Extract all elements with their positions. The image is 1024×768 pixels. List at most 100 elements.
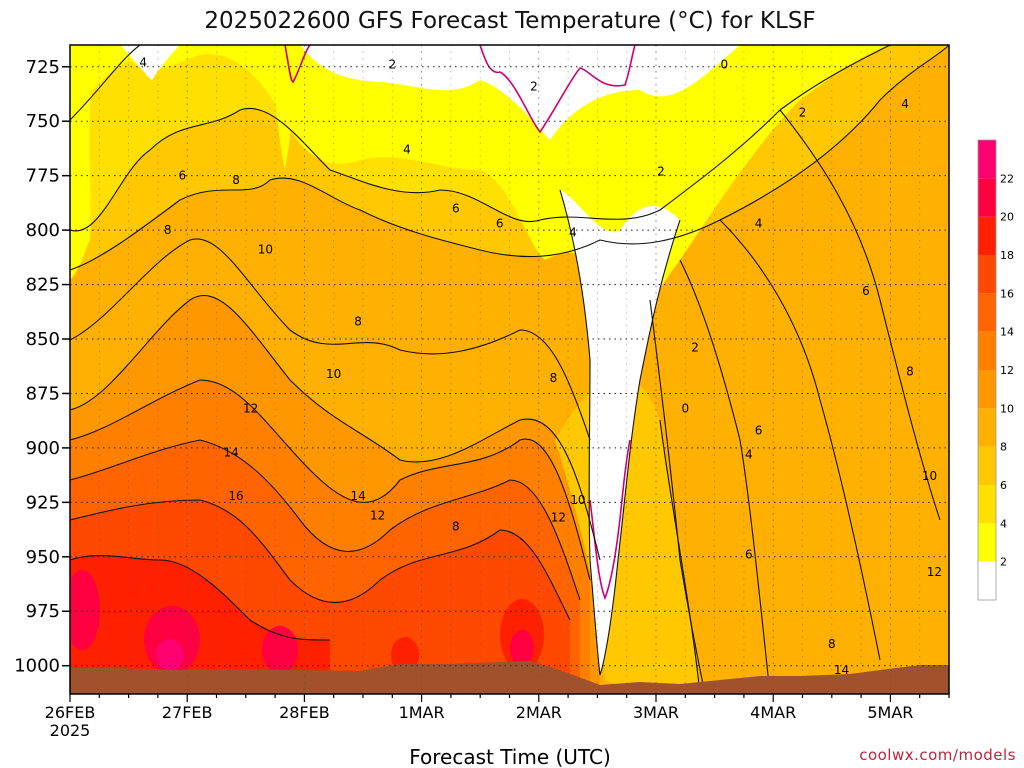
colorbar-swatch xyxy=(978,370,996,409)
x-tick-label: 26FEB xyxy=(45,703,96,722)
colorbar-label: 20 xyxy=(1000,211,1014,224)
isotherm-line xyxy=(719,219,881,661)
colorbar-label: 12 xyxy=(1000,364,1014,377)
zero-contour-top xyxy=(479,45,636,134)
isotherm-line xyxy=(659,419,701,694)
contour-label: 8 xyxy=(906,365,914,379)
contour-label: 6 xyxy=(745,548,753,562)
colorbar-swatch xyxy=(978,140,996,179)
contour-label: 4 xyxy=(901,97,909,111)
colorbar-label: 22 xyxy=(1000,172,1014,185)
contour-label: 4 xyxy=(569,225,577,239)
contour-label: 10 xyxy=(570,493,585,507)
colorbar-label: 4 xyxy=(1000,517,1007,530)
contour-label: 0 xyxy=(681,402,689,416)
hotspot-26feb xyxy=(70,570,100,650)
y-tick-label: 975 xyxy=(26,601,60,622)
contour-label: 2 xyxy=(530,79,538,93)
y-tick-label: 775 xyxy=(26,166,60,187)
contour-label: 4 xyxy=(755,217,763,231)
y-tick-label: 750 xyxy=(26,111,60,132)
zero-contour-trough xyxy=(589,439,631,601)
colorbar-label: 10 xyxy=(1000,402,1014,415)
contour-label: 2 xyxy=(657,164,665,178)
isotherm-line xyxy=(649,299,706,694)
contour-label: 8 xyxy=(828,637,836,651)
isotherm-line xyxy=(70,379,591,581)
hotspot-27feb-core xyxy=(156,639,184,671)
colorbar-swatch xyxy=(978,255,996,294)
colorbar-label: 8 xyxy=(1000,441,1007,454)
x-tick-label: 28FEB xyxy=(279,703,330,722)
contour-label: 12 xyxy=(243,402,258,416)
colorbar-swatch xyxy=(978,446,996,485)
isotherm-line xyxy=(679,259,771,694)
contour-label: 2 xyxy=(799,106,807,120)
contour-label: 12 xyxy=(551,511,566,525)
contour-label: 8 xyxy=(550,371,558,385)
colorbar-swatch xyxy=(978,523,996,562)
contour-label: 0 xyxy=(721,58,729,72)
y-tick-label: 725 xyxy=(26,57,60,78)
contour-label: 10 xyxy=(258,243,273,257)
colorbar-swatch xyxy=(978,293,996,332)
x-tick-label: 27FEB xyxy=(162,703,213,722)
isotherm-line xyxy=(70,555,331,641)
contour-label: 4 xyxy=(745,447,753,461)
contour-label: 4 xyxy=(403,143,411,157)
isotherm-line xyxy=(70,499,571,621)
contour-label: 8 xyxy=(232,173,240,187)
colorbar-label: 18 xyxy=(1000,249,1014,262)
source-credit: coolwx.com/models xyxy=(859,746,1016,764)
band-2-4-upper xyxy=(70,45,890,360)
contour-label: 6 xyxy=(452,201,460,215)
contour-label: 14 xyxy=(224,445,239,459)
y-tick-label: 825 xyxy=(26,275,60,296)
isotherm-line xyxy=(70,45,891,232)
contour-label: 8 xyxy=(164,223,172,237)
x-axis-title: Forecast Time (UTC) xyxy=(409,745,611,768)
x-tick-label: 2MAR xyxy=(516,703,562,722)
contour-label: 6 xyxy=(496,217,504,231)
contour-label: 8 xyxy=(354,315,362,329)
contour-label: 14 xyxy=(834,663,849,677)
y-tick-label: 950 xyxy=(26,547,60,568)
colorbar-label: 16 xyxy=(1000,287,1014,300)
y-tick-label: 875 xyxy=(26,383,60,404)
band-2-4-left xyxy=(70,45,91,280)
contour-label: 2 xyxy=(691,341,699,355)
colorbar-legend: 2 4 6 8 10 12 14 16 18 20 22 xyxy=(977,139,1014,601)
contour-label: 10 xyxy=(922,469,937,483)
colorbar-label: 2 xyxy=(1000,556,1007,569)
contour-label: 10 xyxy=(326,367,341,381)
y-tick-label: 850 xyxy=(26,329,60,350)
x-tick-label: 3MAR xyxy=(633,703,679,722)
colorbar-swatch xyxy=(978,178,996,217)
contour-label: 14 xyxy=(350,489,365,503)
y-tick-label: 1000 xyxy=(14,656,60,677)
contour-label: 12 xyxy=(927,565,942,579)
colorbar-swatch xyxy=(978,331,996,370)
contour-label: 2 xyxy=(388,58,396,72)
band-left-notch xyxy=(120,45,180,80)
ground-surface xyxy=(70,661,949,694)
y-tick-label: 900 xyxy=(26,438,60,459)
y-tick-label: 800 xyxy=(26,220,60,241)
hotspot-28feb xyxy=(262,626,298,674)
isotherm-line xyxy=(70,45,949,271)
contour-label: 4 xyxy=(139,55,147,69)
contour-label: 6 xyxy=(862,284,870,298)
contour-label: 16 xyxy=(228,489,243,503)
colorbar-label: 14 xyxy=(1000,326,1014,339)
x-tick-label: 1MAR xyxy=(399,703,445,722)
colorbar-swatch xyxy=(978,485,996,524)
contour-label: 8 xyxy=(452,519,460,533)
colorbar-label: 6 xyxy=(1000,479,1007,492)
isotherm-line xyxy=(779,109,941,521)
isotherm-line xyxy=(70,238,591,441)
zero-contour-upper xyxy=(284,45,311,84)
y-tick-label: 925 xyxy=(26,492,60,513)
